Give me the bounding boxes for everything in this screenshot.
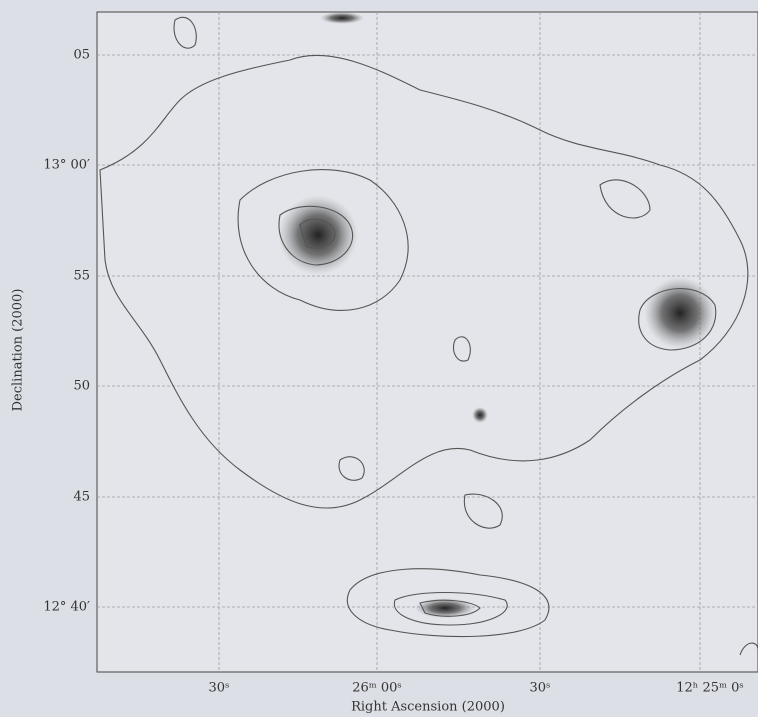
y-tick-label: 50: [73, 379, 90, 394]
x-tick-label: 30ˢ: [209, 681, 230, 696]
contours: [99, 17, 758, 656]
x-tick-label: 26ᵐ 00ˢ: [352, 681, 402, 696]
x-tick-label: 12ʰ 25ᵐ 0ˢ: [676, 681, 744, 696]
y-tick-label: 45: [73, 490, 90, 505]
y-tick-label: 12° 40′: [43, 600, 90, 615]
y-tick-label: 13° 00′: [43, 158, 90, 173]
y-tick-label: 05: [73, 48, 90, 63]
x-tick-label: 30ˢ: [530, 681, 551, 696]
x-tick-labels: 30ˢ 26ᵐ 00ˢ 30ˢ 12ʰ 25ᵐ 0ˢ: [209, 681, 744, 696]
y-tick-labels: 05 13° 00′ 55 50 45 12° 40′: [43, 48, 90, 615]
y-tick-label: 55: [73, 269, 90, 284]
sources: [278, 12, 716, 618]
x-axis-label: Right Ascension (2000): [351, 700, 505, 715]
y-axis-label: Declination (2000): [11, 289, 26, 412]
